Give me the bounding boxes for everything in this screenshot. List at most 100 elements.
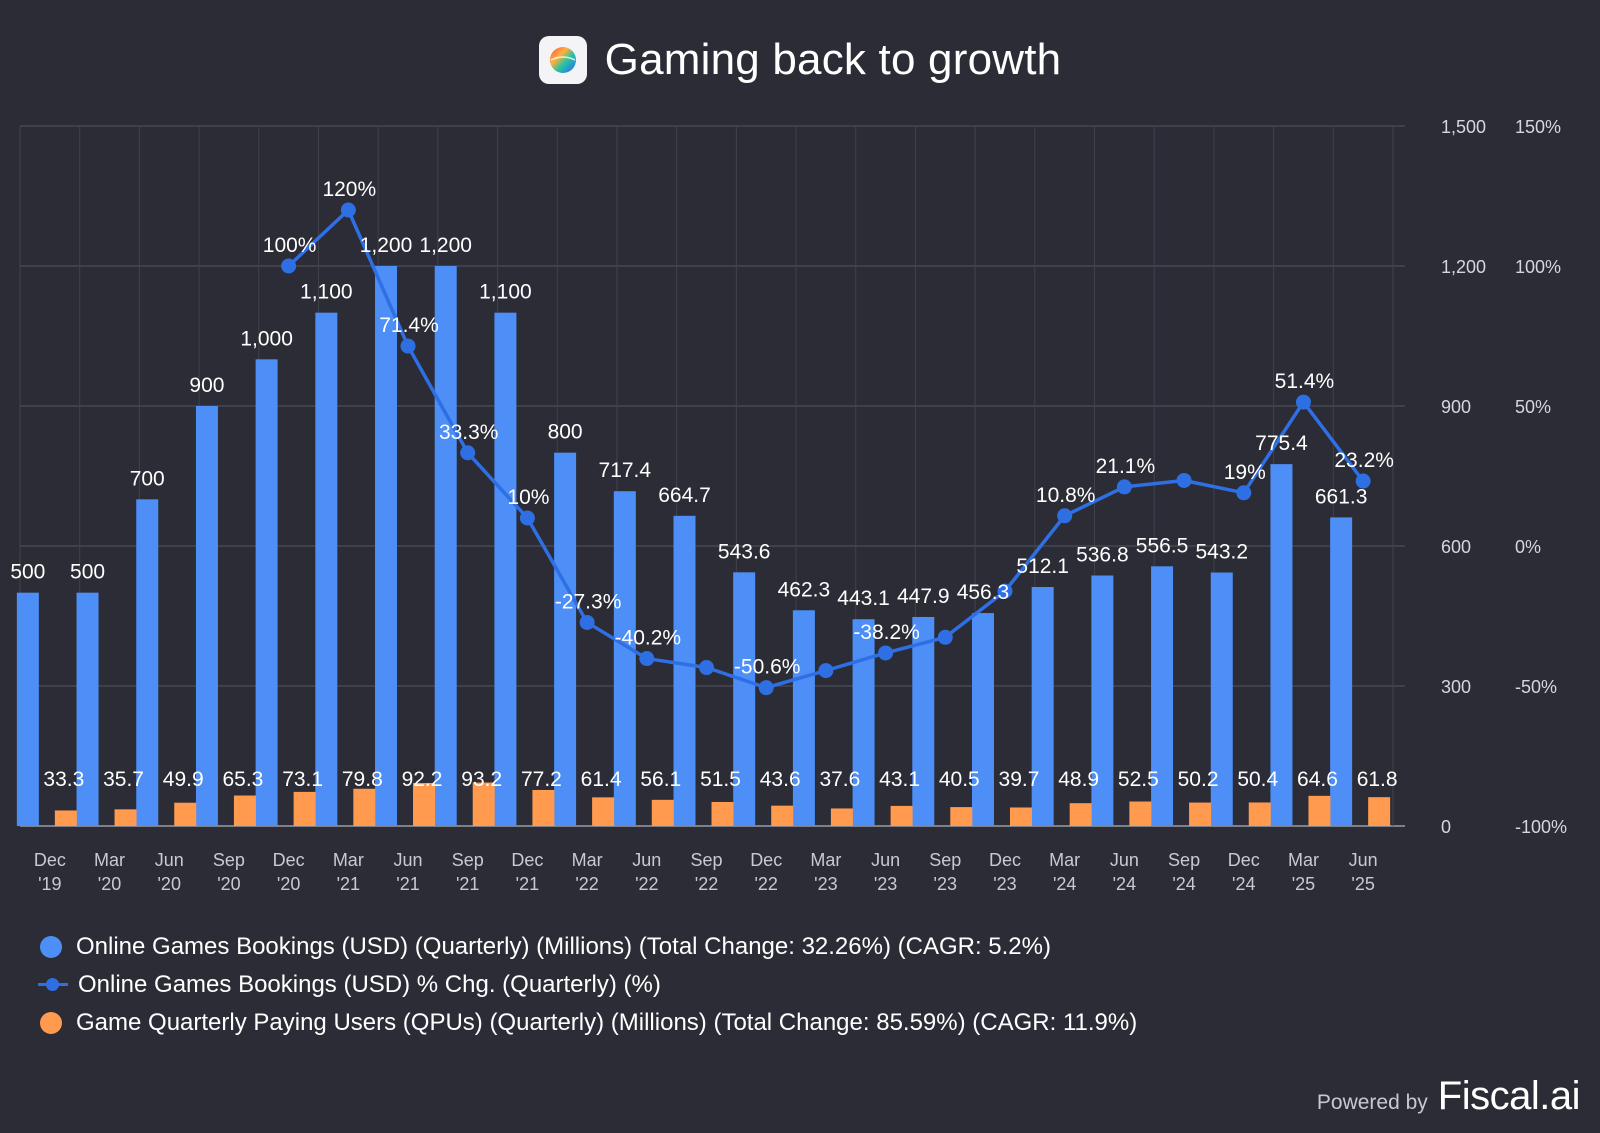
legend-item-pct-change[interactable]: Online Games Bookings (USD) % Chg. (Quar…	[38, 966, 1137, 1004]
pct-change-point	[818, 663, 834, 679]
x-axis-year-label: '24	[1053, 874, 1076, 894]
pct-change-point	[1116, 479, 1132, 495]
legend: Online Games Bookings (USD) (Quarterly) …	[38, 928, 1137, 1042]
pct-change-data-label: 120%	[322, 178, 376, 201]
legend-item-qpus[interactable]: Game Quarterly Paying Users (QPUs) (Quar…	[38, 1004, 1137, 1042]
x-axis-year-label: '23	[874, 874, 897, 894]
pct-change-point	[1295, 394, 1311, 410]
pct-change-point	[1176, 472, 1192, 488]
bookings-bar	[733, 572, 756, 826]
bookings-bar	[1210, 572, 1233, 826]
qpu-data-label: 40.5	[939, 768, 980, 791]
bookings-bar	[1151, 566, 1174, 826]
x-axis-month-label: Mar	[1049, 850, 1080, 870]
qpu-data-label: 93.2	[461, 768, 502, 791]
left-axis-tick-label: 0	[1441, 817, 1451, 837]
qpu-data-label: 50.2	[1178, 768, 1219, 791]
bookings-data-label: 543.2	[1195, 541, 1248, 564]
x-axis-month-label: Mar	[810, 850, 841, 870]
right-axis-tick-label: 100%	[1515, 257, 1561, 277]
x-axis-month-label: Jun	[632, 850, 661, 870]
legend-line-icon	[38, 974, 68, 996]
x-axis-month-label: Dec	[1228, 850, 1260, 870]
qpu-data-label: 61.4	[581, 768, 622, 791]
fiscal-logo-icon	[538, 36, 587, 84]
qpu-data-label: 79.8	[342, 768, 383, 791]
x-axis-year-label: '20	[277, 874, 300, 894]
bookings-data-label: 1,200	[419, 234, 472, 257]
bookings-data-label: 1,000	[240, 327, 293, 350]
x-axis-year-label: '25	[1292, 874, 1315, 894]
bookings-bar	[16, 592, 39, 826]
qpu-data-label: 51.5	[700, 768, 741, 791]
left-axis-tick-label: 1,200	[1441, 257, 1486, 277]
bookings-bar	[375, 266, 398, 826]
pct-change-data-label: -27.3%	[555, 590, 622, 613]
pct-change-point	[699, 660, 714, 676]
qpu-bar	[54, 810, 77, 826]
pct-change-data-label: 33.3%	[439, 421, 499, 444]
right-axis-tick-label: -50%	[1515, 677, 1557, 697]
qpu-data-label: 64.6	[1297, 768, 1338, 791]
bookings-data-label: 500	[70, 561, 105, 584]
x-axis-year-label: '24	[1232, 874, 1255, 894]
x-axis-year-label: '21	[337, 874, 360, 894]
qpu-data-label: 65.3	[222, 768, 263, 791]
x-axis-month-label: Jun	[394, 850, 423, 870]
pct-change-point	[400, 338, 416, 354]
bookings-data-label: 556.5	[1136, 534, 1189, 557]
pct-change-point	[519, 510, 535, 526]
bookings-data-label: 775.4	[1255, 432, 1308, 455]
legend-dot-icon	[40, 1012, 62, 1034]
bookings-data-label: 543.6	[718, 540, 771, 563]
x-axis-year-label: '23	[993, 874, 1016, 894]
bookings-data-label: 664.7	[658, 484, 711, 507]
pct-change-point	[639, 651, 655, 667]
pct-change-point	[937, 629, 953, 645]
x-axis-year-label: '24	[1113, 874, 1136, 894]
pct-change-data-label: -40.2%	[615, 627, 682, 650]
pct-change-data-label: 10%	[507, 486, 549, 509]
bookings-bar	[971, 613, 994, 826]
qpu-data-label: 37.6	[819, 768, 860, 791]
qpu-bar	[771, 805, 794, 826]
qpu-data-label: 39.7	[999, 768, 1040, 791]
bookings-data-label: 1,100	[479, 281, 532, 304]
qpu-data-label: 77.2	[521, 768, 562, 791]
pct-change-data-label: 21.1%	[1096, 455, 1156, 478]
bookings-bar	[554, 452, 577, 826]
pct-change-point	[460, 445, 476, 461]
qpu-bar	[293, 791, 316, 826]
legend-label: Online Games Bookings (USD) (Quarterly) …	[76, 933, 1051, 960]
left-axis-tick-label: 300	[1441, 677, 1471, 697]
bookings-data-label: 800	[548, 421, 583, 444]
qpu-bar	[233, 795, 256, 826]
powered-by[interactable]: Powered by Fiscal.ai	[1317, 1074, 1581, 1119]
bookings-data-label: 512.1	[1016, 555, 1069, 578]
bookings-data-label: 717.4	[599, 459, 652, 482]
legend-label: Online Games Bookings (USD) % Chg. (Quar…	[78, 971, 661, 998]
qpu-data-label: 61.8	[1357, 768, 1398, 791]
bookings-data-label: 661.3	[1315, 485, 1368, 508]
pct-change-data-label: -50.6%	[734, 656, 801, 679]
x-axis-month-label: Sep	[213, 850, 245, 870]
qpu-data-label: 48.9	[1058, 768, 1099, 791]
chart-canvas: 500 500 700 900 1,000 1,100 1,200 1,200 1,100 800…	[10, 117, 1567, 894]
bookings-bar	[1330, 517, 1353, 826]
x-axis-year-label: '23	[814, 874, 837, 894]
x-axis-month-label: Jun	[155, 850, 184, 870]
bookings-bar	[673, 515, 696, 826]
right-axis-tick-label: 0%	[1515, 537, 1541, 557]
x-axis-month-label: Jun	[1110, 850, 1139, 870]
bookings-data-label: 536.8	[1076, 543, 1129, 566]
x-axis-year-label: '20	[98, 874, 121, 894]
bookings-bar	[852, 619, 875, 826]
x-axis-year-label: '19	[38, 874, 61, 894]
bookings-bar	[792, 610, 815, 826]
x-axis-month-label: Jun	[1349, 850, 1378, 870]
qpu-bar	[890, 805, 913, 826]
x-axis-year-label: '22	[754, 874, 777, 894]
bookings-bar	[76, 592, 99, 826]
qpu-bar	[1248, 802, 1271, 826]
legend-item-bookings[interactable]: Online Games Bookings (USD) (Quarterly) …	[38, 928, 1137, 966]
